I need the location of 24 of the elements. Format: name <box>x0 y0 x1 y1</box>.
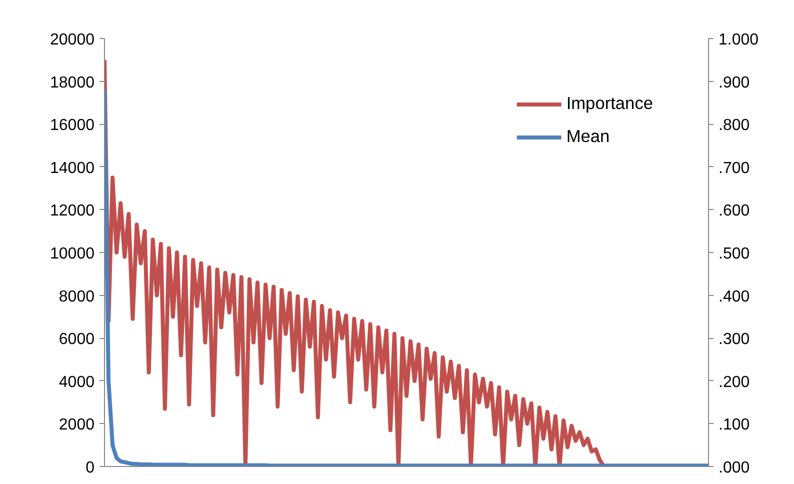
legend-label: Mean <box>566 126 610 147</box>
y-tick-label: 6000 <box>58 331 95 348</box>
y2-tick-label: .300 <box>718 331 750 348</box>
y2-tick-label: .800 <box>718 117 750 134</box>
y2-tick-label: .000 <box>718 460 750 476</box>
legend-label: Importance <box>566 93 653 114</box>
y-tick-label: 10000 <box>50 246 95 262</box>
y2-tick-label: .200 <box>718 374 750 391</box>
y-tick-label: 18000 <box>50 74 95 92</box>
y-tick-label: 0 <box>86 460 95 476</box>
y-tick-label: 2000 <box>58 416 95 434</box>
y-tick-label: 8000 <box>58 288 95 306</box>
y-tick-label: 12000 <box>50 202 95 220</box>
y2-tick-label: .900 <box>718 74 750 92</box>
y2-tick-label: 1.000 <box>718 32 759 48</box>
y-tick-label: 4000 <box>58 374 95 391</box>
y2-tick-label: .100 <box>718 416 750 434</box>
y2-tick-label: .400 <box>718 288 750 306</box>
y-tick-label: 20000 <box>50 32 95 48</box>
y2-tick-label: .500 <box>718 246 750 262</box>
y-tick-label: 14000 <box>50 160 95 177</box>
y2-tick-label: .600 <box>718 202 750 220</box>
y2-tick-label: .700 <box>718 160 750 177</box>
y-tick-label: 16000 <box>50 117 95 134</box>
